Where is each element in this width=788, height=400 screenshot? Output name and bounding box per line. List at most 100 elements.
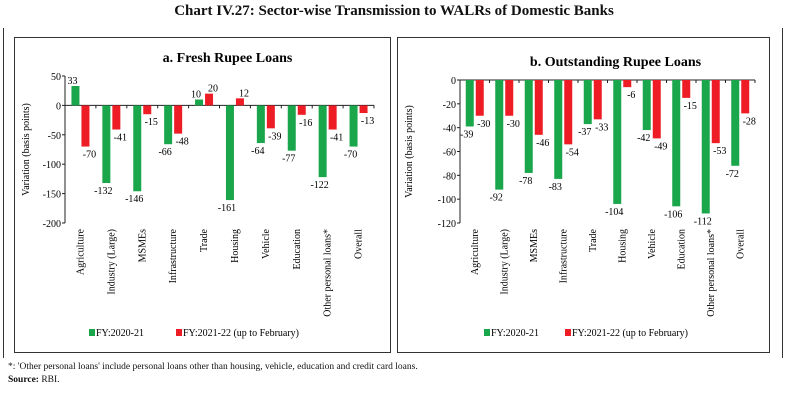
bar-fy2021-22 xyxy=(143,105,152,115)
y-tick-label: -120 xyxy=(438,219,456,230)
legend-label: FY:2020-21 xyxy=(96,328,144,339)
data-label: -161 xyxy=(218,203,236,214)
x-tick-label: Overall xyxy=(354,229,365,259)
legend-label: FY:2021-22 (up to February) xyxy=(572,328,688,339)
bar-fy2021-22 xyxy=(81,105,90,147)
y-axis-label: Variation (basis points) xyxy=(404,105,415,198)
x-tick-label: Other personal loans* xyxy=(323,229,334,317)
data-label: -39 xyxy=(268,131,281,142)
x-tick-label: Infrastructure xyxy=(168,228,179,283)
y-tick-label: -150 xyxy=(43,190,61,201)
x-tick-label: Other personal loans* xyxy=(706,229,717,317)
bar-fy2020-21 xyxy=(583,80,592,125)
data-label: -70 xyxy=(344,150,357,161)
bar-fy2021-22 xyxy=(266,105,275,129)
legend-swatch xyxy=(565,329,571,336)
x-tick-label: Housing xyxy=(617,229,628,263)
y-tick-label: -100 xyxy=(43,160,61,171)
x-tick-label: Trade xyxy=(588,228,599,252)
y-tick-label: -60 xyxy=(443,148,456,159)
data-label: -122 xyxy=(310,180,328,191)
x-tick-label: Housing xyxy=(230,229,241,263)
bar-fy2020-21 xyxy=(465,80,474,127)
bar-fy2021-22 xyxy=(505,80,514,116)
chart-title: a. Fresh Rupee Loans xyxy=(163,51,293,66)
x-tick-label: Overall xyxy=(735,229,746,259)
data-label: -54 xyxy=(566,147,579,158)
data-label: -15 xyxy=(684,101,697,112)
y-tick-label: -200 xyxy=(43,219,61,230)
data-label: -66 xyxy=(158,147,171,158)
bar-fy2021-22 xyxy=(741,80,750,114)
bar-fy2021-22 xyxy=(682,80,691,98)
data-label: 20 xyxy=(208,84,218,95)
bar-fy2021-22 xyxy=(475,80,484,116)
data-label: -41 xyxy=(330,133,343,144)
data-label: -53 xyxy=(713,146,726,157)
data-label: -104 xyxy=(605,207,623,218)
y-tick-label: -80 xyxy=(443,171,456,182)
legend-swatch xyxy=(484,329,490,336)
data-label: -92 xyxy=(490,193,503,204)
bar-fy2020-21 xyxy=(613,80,622,204)
data-label: -48 xyxy=(175,137,188,148)
x-tick-label: MSMEs xyxy=(529,229,540,262)
footnote: *: 'Other personal loans' include person… xyxy=(8,362,418,372)
data-label: -112 xyxy=(694,216,712,227)
y-tick-label: -50 xyxy=(48,131,61,142)
y-tick-label: -100 xyxy=(438,195,456,206)
data-label: 33 xyxy=(67,76,77,87)
panel-fresh-loans: a. Fresh Rupee Loans Variation (basis poi… xyxy=(14,37,391,353)
data-label: -83 xyxy=(549,182,562,193)
bar-fy2020-21 xyxy=(195,99,204,106)
figure-frame xyxy=(3,28,783,358)
figure-title: Chart IV.27: Sector-wise Transmission to… xyxy=(174,3,614,19)
bar-fy2020-21 xyxy=(495,80,504,190)
data-label: -39 xyxy=(460,129,473,140)
y-tick-label: -20 xyxy=(443,100,456,111)
chart-fresh-loans: a. Fresh Rupee Loans Variation (basis poi… xyxy=(21,51,375,339)
data-label: -28 xyxy=(743,116,756,127)
y-tick-label: -40 xyxy=(443,124,456,135)
data-label: -6 xyxy=(627,90,635,101)
data-label: -72 xyxy=(726,169,739,180)
bar-fy2020-21 xyxy=(554,80,563,179)
bar-fy2021-22 xyxy=(297,105,306,115)
data-label: -106 xyxy=(664,209,682,220)
bar-fy2020-21 xyxy=(524,80,533,173)
data-label: -77 xyxy=(282,154,295,165)
bar-fy2020-21 xyxy=(642,80,651,131)
bar-fy2021-22 xyxy=(623,80,632,88)
bar-fy2021-22 xyxy=(112,105,121,130)
bar-fy2020-21 xyxy=(164,105,173,145)
data-label: -70 xyxy=(83,150,96,161)
bar-fy2020-21 xyxy=(225,105,234,201)
x-tick-label: Education xyxy=(676,229,687,270)
y-axis-label: Variation (basis points) xyxy=(21,103,32,196)
bar-fy2020-21 xyxy=(672,80,681,207)
y-tick-label: 0 xyxy=(56,101,61,112)
panel-outstanding-loans: b. Outstanding Rupee Loans Variation (bas… xyxy=(397,37,770,353)
data-label: -33 xyxy=(595,122,608,133)
data-label: -78 xyxy=(519,176,532,187)
source: Source: RBI. xyxy=(8,375,60,385)
x-tick-label: Education xyxy=(292,229,303,270)
bar-fy2021-22 xyxy=(235,98,244,106)
bar-fy2021-22 xyxy=(593,80,602,120)
data-label: -15 xyxy=(145,117,158,128)
x-tick-label: Trade xyxy=(199,228,210,252)
chart-title: b. Outstanding Rupee Loans xyxy=(530,55,702,70)
x-tick-label: Infrastructure xyxy=(558,228,569,283)
bar-fy2020-21 xyxy=(349,105,358,147)
data-label: -30 xyxy=(507,119,520,130)
source-label: Source: xyxy=(8,375,39,385)
x-tick-label: Agriculture xyxy=(75,228,86,275)
bar-fy2021-22 xyxy=(359,105,368,114)
x-tick-label: Vehicle xyxy=(647,228,658,259)
bar-fy2020-21 xyxy=(731,80,740,166)
data-label: -132 xyxy=(94,186,112,197)
bar-fy2020-21 xyxy=(318,105,327,178)
x-tick-label: Industry (Large) xyxy=(499,229,510,295)
bar-fy2021-22 xyxy=(534,80,543,135)
